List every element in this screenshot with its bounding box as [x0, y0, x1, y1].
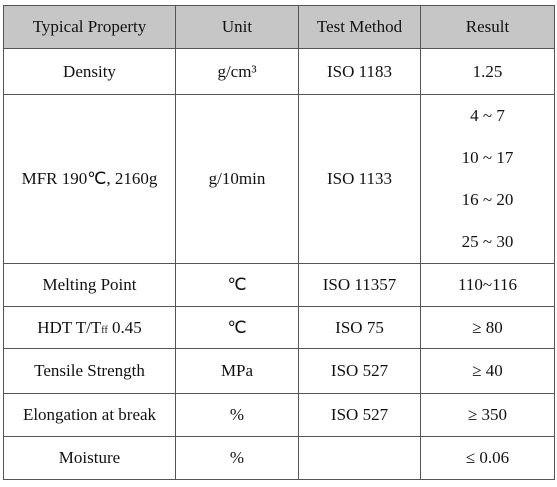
- table-cell: HDT T/Tff 0.45: [3, 306, 176, 349]
- table-cell: ℃: [175, 263, 299, 307]
- table-row: HDT T/Tff 0.45 ℃ ISO 75 ≥ 80: [3, 306, 555, 349]
- table-row: Melting Point ℃ ISO 11357 110~116: [3, 263, 555, 307]
- table-cell: MFR 190℃, 2160g: [3, 94, 176, 264]
- table-cell: ≥ 80: [420, 306, 555, 349]
- table-cell: %: [175, 393, 299, 437]
- header-cell: Result: [420, 5, 555, 49]
- table-cell: 1.25: [420, 48, 555, 95]
- table-cell: Density: [3, 48, 176, 95]
- table-cell: ISO 1133: [298, 94, 421, 264]
- table-cell: ISO 527: [298, 348, 421, 394]
- property-table: Typical Property Unit Test Method Result De…: [3, 5, 555, 480]
- table-cell: 4 ~ 7 10 ~ 17 16 ~ 20 25 ~ 30: [420, 94, 555, 264]
- result-line: 10 ~ 17: [461, 148, 514, 167]
- table-cell: ℃: [175, 306, 299, 349]
- table-cell: Elongation at break: [3, 393, 176, 437]
- table-cell: 110~116: [420, 263, 555, 307]
- empty-cell: [298, 436, 421, 480]
- result-line: 4 ~ 7: [470, 106, 505, 125]
- header-row: Typical Property Unit Test Method Result: [3, 5, 555, 49]
- table-cell: Moisture: [3, 436, 176, 480]
- table-cell: ≥ 350: [420, 393, 555, 437]
- table-cell: ISO 527: [298, 393, 421, 437]
- table-cell: ISO 11357: [298, 263, 421, 307]
- table-cell: MPa: [175, 348, 299, 394]
- table-cell: Tensile Strength: [3, 348, 176, 394]
- text-part: 0.45: [107, 317, 142, 337]
- table-cell: ≤ 0.06: [420, 436, 555, 480]
- header-cell: Typical Property: [3, 5, 176, 49]
- text-part: ff: [101, 324, 108, 336]
- table-row: MFR 190℃, 2160g g/10min ISO 1133 4 ~ 7 10 ~ …: [3, 94, 555, 264]
- table-row: Tensile Strength MPa ISO 527 ≥ 40: [3, 348, 555, 394]
- header-cell: Test Method: [298, 5, 421, 49]
- table-cell: ISO 1183: [298, 48, 421, 95]
- result-line: 16 ~ 20: [461, 190, 514, 209]
- text-part: HDT T/T: [37, 317, 102, 337]
- table-row: Elongation at break% ISO 527 ≥ 350: [3, 393, 555, 437]
- table-cell: ≥ 40: [420, 348, 555, 394]
- header-cell: Unit: [175, 5, 299, 49]
- table-cell: g/cm³: [175, 48, 299, 95]
- table-cell: g/10min: [175, 94, 299, 264]
- table-row: Moisture% ≤ 0.06: [3, 436, 555, 480]
- table-cell: Melting Point: [3, 263, 176, 307]
- result-line: 25 ~ 30: [461, 232, 514, 251]
- table-cell: %: [175, 436, 299, 480]
- table-cell: ISO 75: [298, 306, 421, 349]
- table-row: Density g/cm³ ISO 1183 1.25: [3, 48, 555, 95]
